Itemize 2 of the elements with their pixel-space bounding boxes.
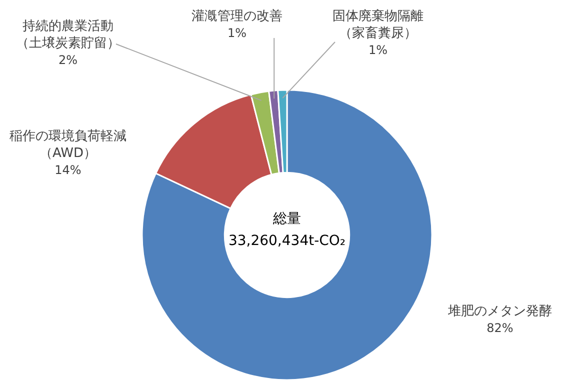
annotation: 33,260,434t-CO₂ <box>228 233 346 249</box>
annotation: 総量 <box>273 211 301 227</box>
